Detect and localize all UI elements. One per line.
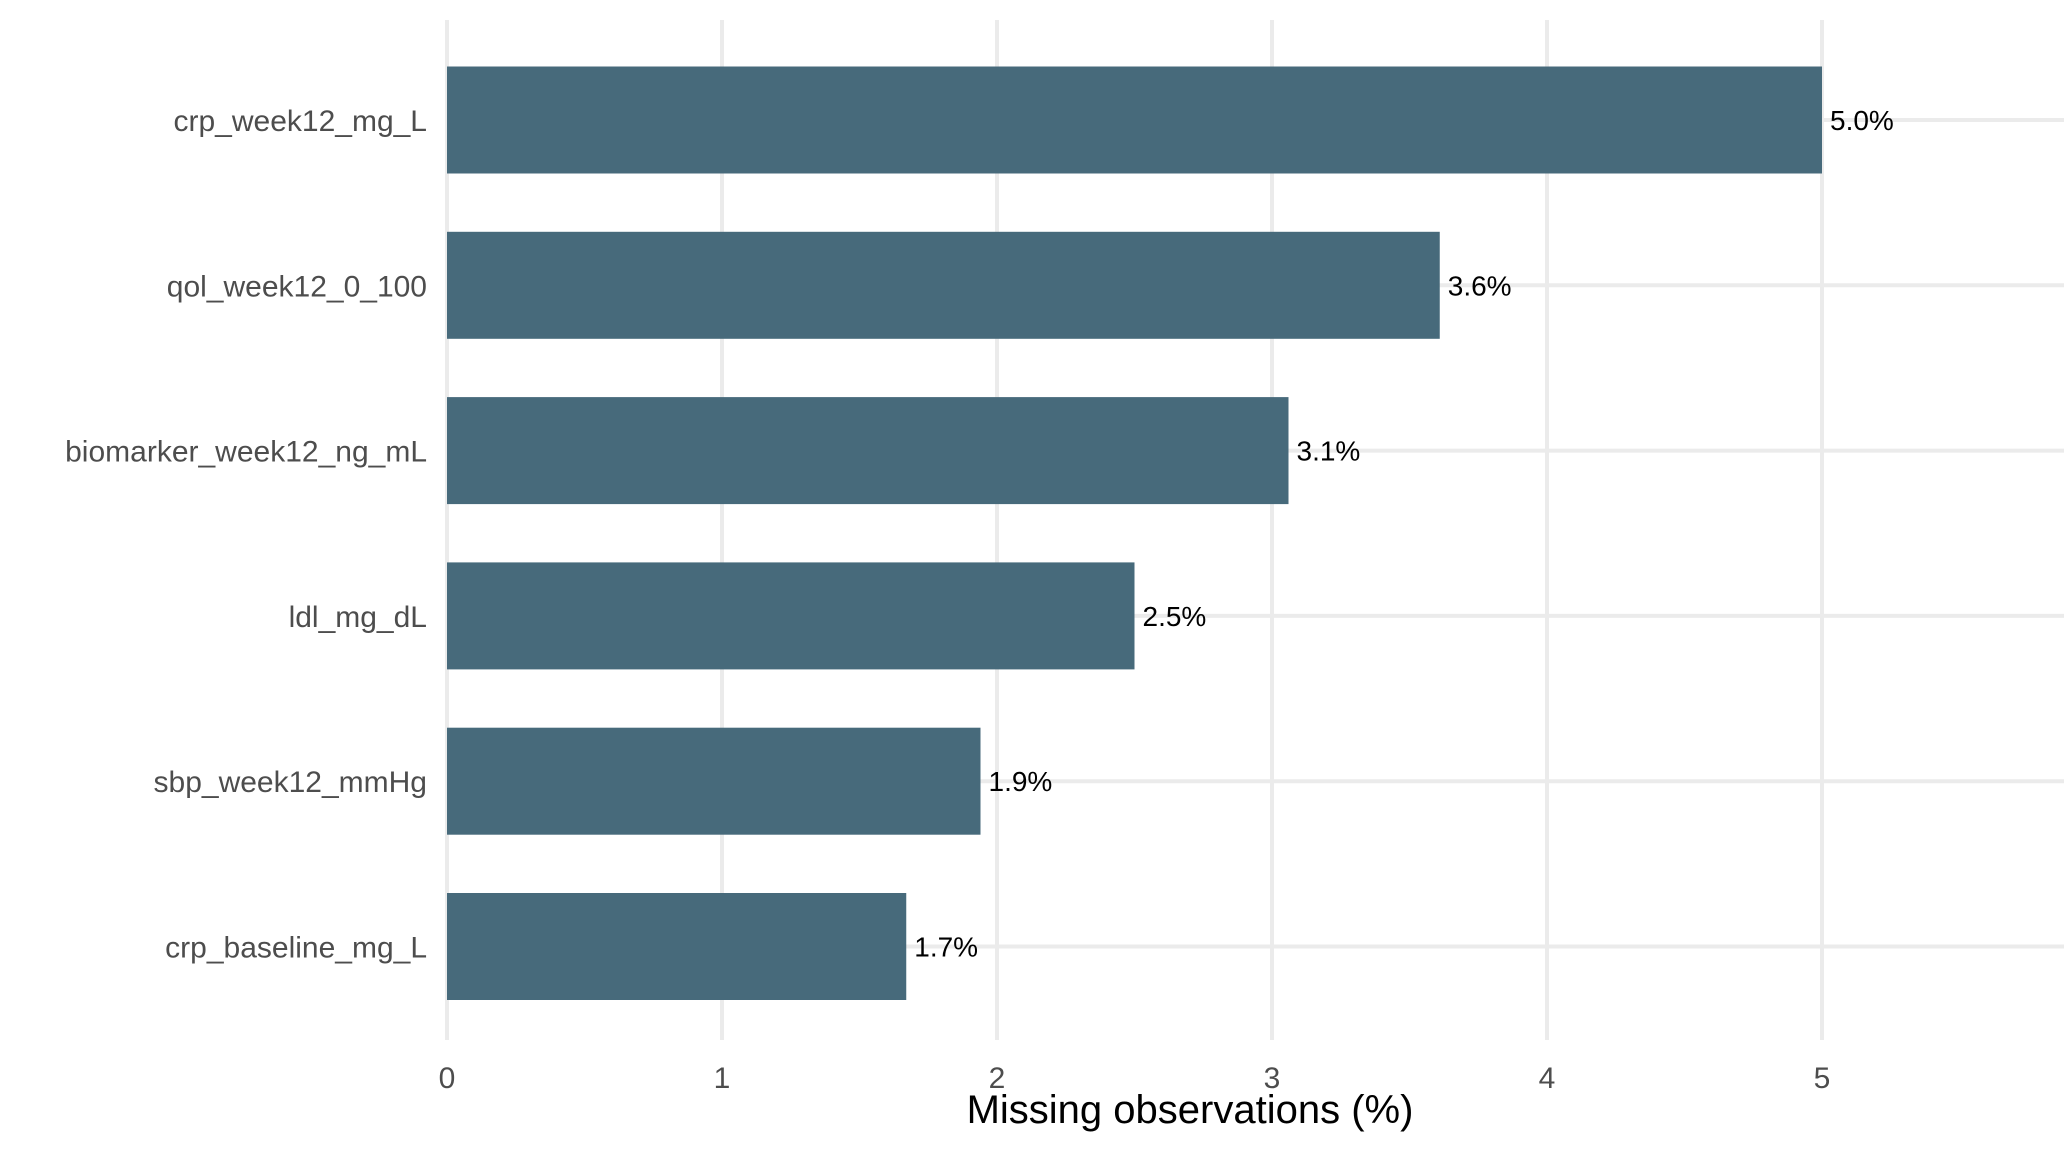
category-label: ldl_mg_dL xyxy=(289,601,427,634)
x-tick-label: 2 xyxy=(989,1062,1006,1095)
category-label: biomarker_week12_ng_mL xyxy=(65,436,427,469)
x-axis-title: Missing observations (%) xyxy=(967,1088,1414,1132)
bar-value-label: 5.0% xyxy=(1830,105,1894,136)
data-labels: 5.0% 3.6% 3.1% 2.5% 1.9% 1.7% xyxy=(914,105,1894,963)
category-labels: crp_week12_mg_L qol_week12_0_100 biomarker… xyxy=(65,105,427,965)
bars xyxy=(447,66,1822,1000)
bar xyxy=(447,727,981,835)
bar xyxy=(447,562,1135,670)
category-label: crp_baseline_mg_L xyxy=(165,932,427,965)
bar-value-label: 2.5% xyxy=(1143,601,1207,632)
bar-value-label: 1.9% xyxy=(989,766,1053,797)
category-label: qol_week12_0_100 xyxy=(167,270,427,303)
bar-value-label: 1.7% xyxy=(914,932,978,963)
x-tick-label: 4 xyxy=(1539,1062,1556,1095)
category-label: crp_week12_mg_L xyxy=(174,105,428,138)
bar-value-label: 3.1% xyxy=(1297,436,1361,467)
x-tick-labels: 0 1 2 3 4 5 xyxy=(439,1062,1831,1095)
bar xyxy=(447,66,1822,174)
x-tick-label: 3 xyxy=(1264,1062,1281,1095)
x-tick-label: 1 xyxy=(714,1062,731,1095)
category-label: sbp_week12_mmHg xyxy=(154,766,427,799)
x-tick-label: 5 xyxy=(1814,1062,1831,1095)
bar xyxy=(447,231,1440,339)
bar xyxy=(447,893,907,1000)
x-tick-label: 0 xyxy=(439,1062,456,1095)
bar-value-label: 3.6% xyxy=(1448,270,1512,301)
bar xyxy=(447,397,1289,505)
